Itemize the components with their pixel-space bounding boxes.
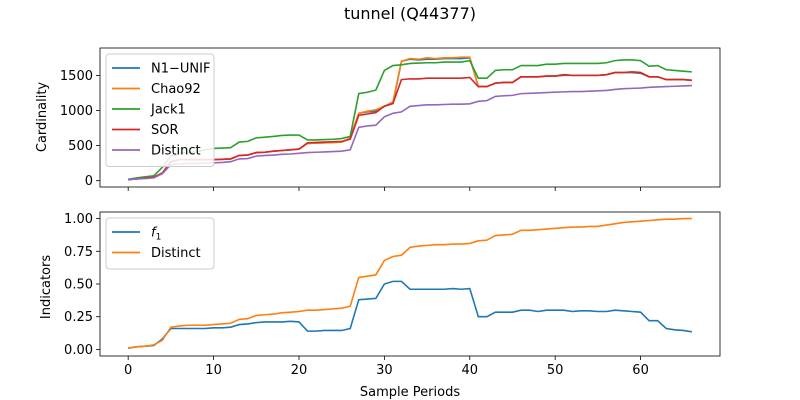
indicators-x-tick-label: 0	[124, 363, 132, 378]
cardinality-legend-label-0: N1−UNIF	[151, 62, 210, 77]
indicators-ylabel: Indicators	[39, 255, 54, 319]
cardinality-y-tick-label: 1500	[60, 69, 93, 84]
indicators-y-tick-label: 1.00	[64, 212, 93, 227]
indicators-panel: 0 10 20 30 40 50 60 0.00 0.25 0.50 0.75 1.00 f1 Disti…	[64, 211, 721, 378]
indicators-x-tick-label: 50	[547, 363, 564, 378]
cardinality-legend-label-1: Chao92	[151, 82, 201, 97]
cardinality-ylabel: Cardinality	[35, 82, 50, 153]
indicators-x-tick-label: 30	[376, 363, 393, 378]
indicators-series-line-0	[128, 280, 692, 349]
indicators-y-tick-label: 0.75	[64, 245, 93, 260]
cardinality-legend-label-4: Distinct	[151, 144, 201, 159]
indicators-xlabel: Sample Periods	[360, 385, 460, 400]
indicators-y-tick-label: 0.50	[64, 278, 93, 293]
indicators-legend	[105, 217, 215, 270]
cardinality-y-tick-label: 1000	[60, 104, 93, 119]
figure-title: tunnel (Q44377)	[344, 4, 476, 23]
indicators-legend-label-1: Distinct	[151, 246, 201, 261]
cardinality-legend-label-3: SOR	[151, 123, 179, 138]
indicators-x-tick-label: 20	[291, 363, 308, 378]
indicators-legend-label-0: f1	[151, 226, 161, 243]
cardinality-y-tick-label: 0	[85, 174, 93, 189]
indicators-series-line-1	[128, 217, 692, 349]
cardinality-series-line-4	[128, 84, 692, 181]
cardinality-legend	[105, 53, 215, 167]
indicators-y-tick-label: 0.00	[64, 343, 93, 358]
indicators-y-tick-label: 0.25	[64, 310, 93, 325]
cardinality-y-tick-label: 500	[68, 139, 93, 154]
cardinality-panel: 0 500 1000 1500 N1−UNIF Chao92 Jack1 SOR Distinc…	[60, 47, 721, 191]
cardinality-series-line-3	[128, 71, 692, 181]
cardinality-axes-frame	[99, 47, 721, 188]
indicators-x-tick-label: 10	[205, 363, 222, 378]
indicators-x-tick-label: 40	[462, 363, 479, 378]
cardinality-legend-label-2: Jack1	[150, 103, 186, 118]
indicators-x-tick-label: 60	[632, 363, 649, 378]
cardinality-series-line-2	[128, 59, 692, 181]
